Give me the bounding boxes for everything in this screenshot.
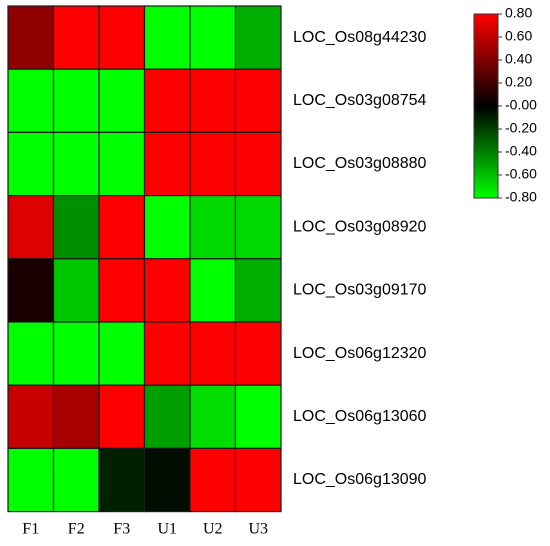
heatmap-cell (52, 131, 100, 197)
heatmap-cell (52, 258, 100, 323)
heatmap-cell (234, 68, 282, 133)
row-label: LOC_Os03g08880 (293, 155, 427, 172)
heatmap-cell (98, 195, 146, 260)
legend-tick-label: 0.60 (505, 28, 532, 44)
heatmap-cell (7, 384, 55, 450)
heatmap-cell (143, 5, 191, 70)
heatmap-cell (7, 195, 55, 260)
heatmap-cell (234, 384, 282, 450)
row-label: LOC_Os03g08754 (293, 92, 427, 109)
row-labels: LOC_Os08g44230 LOC_Os03g08754 LOC_Os03g088… (293, 29, 427, 488)
heatmap-cells (7, 5, 282, 513)
heatmap-cell (98, 5, 146, 70)
heatmap-cell (7, 447, 55, 513)
heatmap-cell (98, 131, 146, 197)
color-legend: 0.80 0.60 0.40 0.20 -0.00 -0.20 -0.40 -0.60 -0.8… (473, 5, 537, 205)
heatmap-cell (52, 321, 100, 386)
heatmap-cell (98, 447, 146, 513)
legend-tick-label: -0.60 (505, 166, 537, 182)
column-label: F3 (113, 521, 130, 538)
heatmap-cell (143, 131, 191, 197)
heatmap-cell (7, 5, 55, 70)
legend-tick-label: 0.80 (505, 5, 532, 21)
heatmap-cell (189, 68, 237, 133)
heatmap-cell (52, 68, 100, 133)
row-label: LOC_Os06g13090 (293, 471, 427, 488)
heatmap-cell (143, 447, 191, 513)
heatmap-cell (234, 258, 282, 323)
heatmap-cell (234, 321, 282, 386)
heatmap-cell (98, 321, 146, 386)
heatmap-cell (234, 5, 282, 70)
row-label: LOC_Os06g12320 (293, 345, 427, 362)
heatmap-cell (189, 195, 237, 260)
heatmap-cell (98, 258, 146, 323)
heatmap-cell (52, 384, 100, 450)
legend-tick-label: -0.40 (505, 143, 537, 159)
legend-ticks: 0.80 0.60 0.40 0.20 -0.00 -0.20 -0.40 -0.60 -0.8… (498, 5, 537, 205)
legend-tick-label: 0.40 (505, 51, 532, 67)
column-label: U3 (248, 521, 268, 538)
heatmap-cell (189, 258, 237, 323)
column-label: U2 (203, 521, 223, 538)
legend-tick-label: -0.80 (505, 189, 537, 205)
heatmap-cell (189, 447, 237, 513)
heatmap-cell (52, 447, 100, 513)
row-label: LOC_Os03g09170 (293, 282, 427, 299)
heatmap-cell (143, 321, 191, 386)
heatmap-cell (189, 321, 237, 386)
heatmap-cell (189, 5, 237, 70)
legend-tick-label: -0.20 (505, 120, 537, 136)
legend-tick-label: 0.20 (505, 74, 532, 90)
row-label: LOC_Os08g44230 (293, 29, 427, 46)
heatmap-cell (234, 131, 282, 197)
legend-color-bar (473, 13, 499, 199)
heatmap-cell (143, 258, 191, 323)
heatmap-cell (189, 384, 237, 450)
legend-tick-label: -0.00 (505, 97, 537, 113)
column-labels: F1 F2 F3 U1 U2 U3 (22, 521, 268, 538)
heatmap-cell (98, 68, 146, 133)
heatmap-cell (143, 68, 191, 133)
heatmap-cell (234, 447, 282, 513)
heatmap-cell (7, 131, 55, 197)
heatmap-cell (143, 195, 191, 260)
heatmap-cell (234, 195, 282, 260)
heatmap-cell (7, 321, 55, 386)
row-label: LOC_Os06g13060 (293, 408, 427, 425)
heatmap-cell (189, 131, 237, 197)
heatmap-cell (52, 195, 100, 260)
column-label: F2 (68, 521, 85, 538)
column-label: U1 (157, 521, 177, 538)
heatmap-cell (143, 384, 191, 450)
row-label: LOC_Os03g08920 (293, 218, 427, 235)
heatmap-cell (98, 384, 146, 450)
heatmap-cell (7, 258, 55, 323)
column-label: F1 (22, 521, 39, 538)
heatmap-cell (52, 5, 100, 70)
heatmap-cell (7, 68, 55, 133)
